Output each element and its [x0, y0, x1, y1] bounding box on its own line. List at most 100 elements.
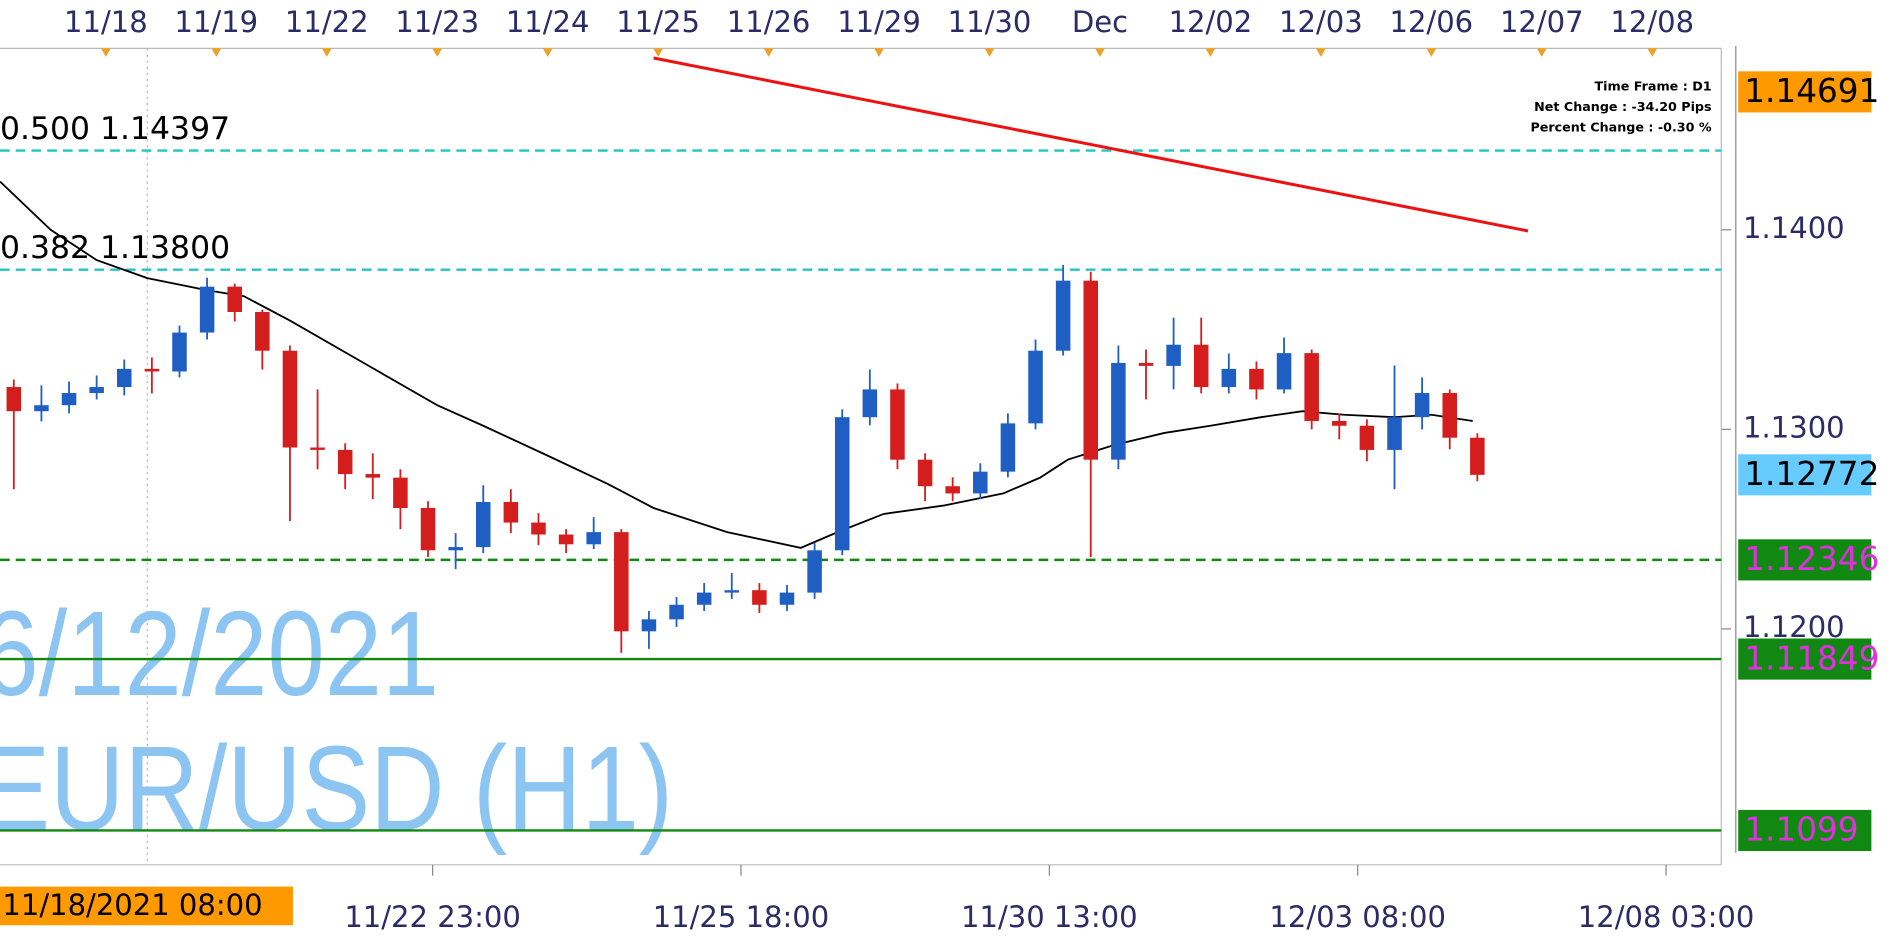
candle-body: [282, 350, 298, 448]
x-tick-label: 11/25 18:00: [653, 900, 830, 934]
date-tick-marker: [1095, 48, 1105, 57]
candle-body: [917, 459, 933, 487]
date-tick-label: 11/23: [395, 5, 479, 39]
level-label: 0.382 1.13800: [0, 230, 230, 266]
date-tick-label: 11/25: [616, 5, 700, 39]
date-tick-marker: [653, 48, 663, 57]
candle-body: [503, 501, 519, 523]
date-tick-label: 11/19: [174, 5, 258, 39]
candle-body: [61, 393, 77, 406]
date-tick-label: 12/02: [1169, 5, 1253, 39]
candle-body: [752, 590, 767, 605]
date-tick-marker: [1536, 48, 1547, 57]
x-tick-label: 12/03 08:00: [1269, 900, 1446, 934]
candle-body: [34, 405, 49, 412]
price-tag-label: 1.12772: [1744, 455, 1879, 493]
candle-body: [172, 332, 187, 372]
candle-body: [199, 286, 215, 333]
watermark-text: EUR/USD (H1): [0, 720, 673, 856]
date-tick-marker: [432, 48, 443, 57]
candle-body: [310, 447, 325, 450]
date-tick-label: 11/24: [506, 5, 590, 39]
y-tick-label: 1.1400: [1743, 211, 1845, 245]
price-tag-label: 1.1099: [1744, 811, 1858, 849]
candle-body: [227, 286, 242, 313]
candle-body: [669, 604, 684, 620]
candle-body: [1414, 393, 1430, 418]
date-tick-marker: [211, 48, 222, 57]
candle-body: [1083, 280, 1099, 460]
candle-body: [641, 619, 657, 632]
date-tick-label: 11/18: [64, 5, 148, 39]
candle-body: [420, 507, 436, 551]
cursor-label-box: [0, 886, 293, 926]
candle-body: [779, 592, 795, 605]
price-tag-label: 1.12346: [1744, 540, 1879, 578]
date-tick-label: 11/29: [837, 5, 921, 39]
date-tick-label: 12/06: [1389, 5, 1473, 39]
candle-body: [89, 387, 104, 394]
date-tick-marker: [874, 48, 884, 57]
date-tick-marker: [984, 48, 995, 57]
candle-body: [724, 590, 740, 593]
trendline: [653, 56, 1529, 233]
date-tick-label: 12/07: [1500, 5, 1584, 39]
price-tag-label: 1.11849: [1744, 639, 1879, 677]
candle-body: [807, 550, 822, 593]
date-tick-label: 11/22: [285, 5, 369, 39]
candle-body: [696, 592, 712, 605]
date-tick-label: 11/30: [948, 5, 1032, 39]
candle-body: [144, 368, 160, 372]
candle-body: [1028, 350, 1043, 424]
candle-body: [1166, 344, 1181, 366]
date-tick-label: 12/03: [1279, 5, 1363, 39]
candle-body: [945, 486, 960, 494]
date-tick-label: 11/26: [727, 5, 811, 39]
candle-body: [973, 471, 988, 494]
x-tick-label: 11/22 23:00: [344, 900, 521, 934]
candle-body: [890, 389, 905, 460]
candle-body: [531, 522, 546, 535]
price-tag-box: [1738, 539, 1872, 581]
info-text: Net Change : -34.20 Pips: [1534, 99, 1711, 114]
y-tick-label: 1.1200: [1743, 610, 1845, 644]
candle-body: [1111, 362, 1126, 460]
date-tick-marker: [1316, 48, 1326, 57]
x-tick-label: 12/08 03:00: [1578, 900, 1755, 934]
candle-body: [448, 547, 463, 551]
candle-body: [255, 312, 270, 351]
x-tick-label: 11/30 13:00: [961, 900, 1138, 934]
date-tick-marker: [321, 48, 332, 57]
price-tag-box: [1738, 71, 1872, 113]
candle-body: [1387, 417, 1402, 450]
date-tick-marker: [1647, 48, 1658, 57]
candle-body: [1332, 420, 1347, 426]
candle-body: [834, 417, 850, 551]
cursor-label: 11/18/2021 08:00: [2, 888, 262, 922]
date-tick-marker: [1205, 48, 1216, 57]
candle-body: [614, 532, 629, 632]
candle-body: [475, 501, 491, 548]
candle-body: [1249, 368, 1264, 390]
date-tick-marker: [763, 48, 774, 57]
candle-body: [1055, 280, 1071, 351]
candle-body: [1442, 393, 1457, 438]
date-tick-marker: [1426, 48, 1437, 57]
price-tag-box: [1738, 454, 1872, 496]
candle-body: [6, 387, 22, 412]
date-tick-marker: [101, 48, 111, 57]
candle-body: [1138, 362, 1154, 366]
date-tick-label: 12/08: [1610, 5, 1694, 39]
candle-body: [1221, 368, 1237, 388]
candle-body: [558, 534, 574, 545]
candle-body: [1359, 425, 1375, 450]
date-tick-label: Dec: [1072, 5, 1128, 39]
price-tag-box: [1738, 638, 1872, 680]
candle-body: [1304, 353, 1319, 421]
candle-body: [337, 449, 353, 475]
info-text: Time Frame : D1: [1595, 79, 1712, 94]
candle-body: [862, 389, 878, 418]
